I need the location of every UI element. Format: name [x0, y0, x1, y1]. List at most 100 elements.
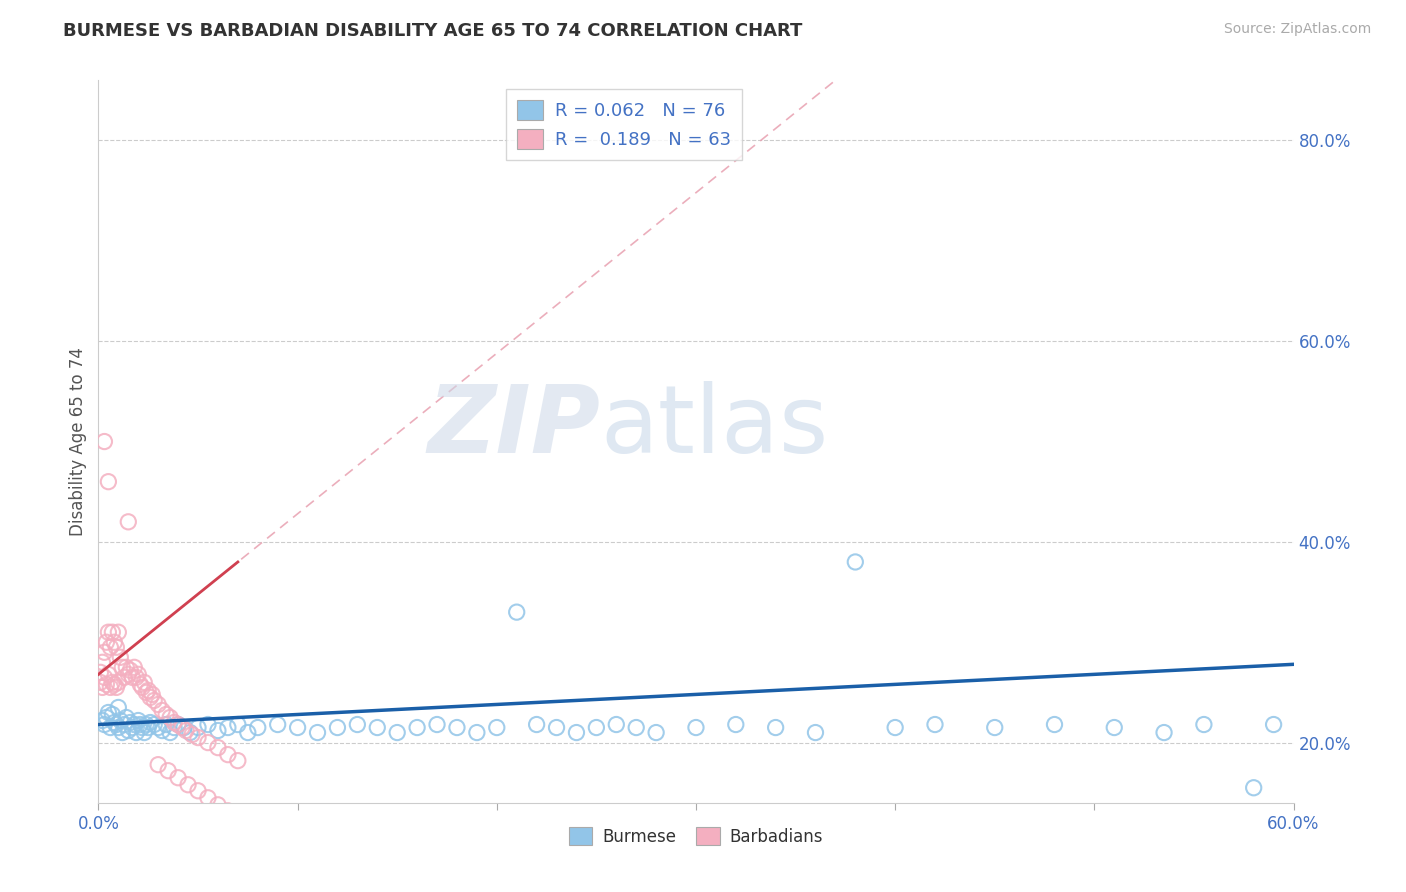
Point — [446, 721, 468, 735]
Point — [105, 681, 128, 695]
Point — [197, 790, 219, 805]
Point — [197, 717, 219, 731]
Point — [117, 515, 139, 529]
Point — [565, 725, 588, 739]
Point — [98, 640, 122, 655]
Point — [101, 707, 124, 722]
Point — [96, 677, 118, 691]
Point — [645, 725, 668, 739]
Point — [93, 717, 115, 731]
Point — [984, 721, 1007, 735]
Point — [141, 687, 163, 701]
Point — [226, 754, 249, 768]
Point — [120, 664, 142, 678]
Point — [110, 714, 132, 728]
Point — [107, 721, 129, 735]
Point — [111, 725, 134, 739]
Point — [924, 717, 946, 731]
Point — [207, 740, 229, 755]
Point — [98, 721, 122, 735]
Point — [131, 681, 153, 695]
Point — [197, 735, 219, 749]
Point — [207, 723, 229, 738]
Point — [150, 703, 173, 717]
Point — [135, 685, 157, 699]
Point — [96, 635, 118, 649]
Point — [187, 784, 209, 798]
Point — [485, 721, 508, 735]
Point — [134, 675, 156, 690]
Point — [626, 721, 648, 735]
Point — [884, 721, 907, 735]
Point — [167, 717, 190, 731]
Point — [173, 721, 195, 735]
Point — [127, 667, 149, 681]
Legend: Burmese, Barbadians: Burmese, Barbadians — [562, 821, 830, 852]
Point — [93, 670, 115, 684]
Point — [187, 721, 209, 735]
Point — [103, 635, 125, 649]
Point — [236, 725, 259, 739]
Point — [426, 717, 449, 731]
Point — [91, 655, 114, 669]
Point — [246, 721, 269, 735]
Point — [179, 725, 201, 739]
Point — [97, 667, 120, 681]
Text: atlas: atlas — [600, 381, 828, 473]
Point — [172, 721, 194, 735]
Point — [121, 721, 143, 735]
Text: Source: ZipAtlas.com: Source: ZipAtlas.com — [1223, 22, 1371, 37]
Point — [217, 747, 239, 762]
Point — [107, 625, 129, 640]
Point — [155, 707, 177, 722]
Point — [148, 757, 170, 772]
Point — [134, 725, 156, 739]
Point — [465, 725, 488, 739]
Point — [546, 721, 568, 735]
Point — [117, 667, 139, 681]
Point — [1043, 717, 1066, 731]
Text: ZIP: ZIP — [427, 381, 600, 473]
Point — [117, 723, 139, 738]
Point — [207, 797, 229, 812]
Point — [129, 677, 152, 691]
Point — [159, 710, 181, 724]
Point — [217, 721, 239, 735]
Point — [246, 824, 269, 838]
Point — [1243, 780, 1265, 795]
Point — [124, 660, 146, 674]
Point — [91, 681, 114, 695]
Point — [129, 717, 152, 731]
Point — [143, 693, 166, 707]
Point — [605, 717, 627, 731]
Point — [148, 721, 170, 735]
Point — [287, 721, 309, 735]
Point — [585, 721, 607, 735]
Point — [163, 721, 186, 735]
Point — [1104, 721, 1126, 735]
Text: BURMESE VS BARBADIAN DISABILITY AGE 65 TO 74 CORRELATION CHART: BURMESE VS BARBADIAN DISABILITY AGE 65 T… — [63, 22, 803, 40]
Point — [174, 723, 197, 738]
Point — [98, 681, 122, 695]
Point — [103, 677, 125, 691]
Point — [139, 715, 162, 730]
Point — [1192, 717, 1215, 731]
Point — [139, 690, 162, 705]
Point — [506, 605, 529, 619]
Point — [101, 625, 124, 640]
Point — [111, 660, 134, 674]
Point — [167, 771, 190, 785]
Point — [91, 714, 114, 728]
Point — [125, 725, 148, 739]
Point — [93, 434, 115, 449]
Point — [120, 715, 142, 730]
Point — [112, 717, 135, 731]
Y-axis label: Disability Age 65 to 74: Disability Age 65 to 74 — [69, 347, 87, 536]
Point — [685, 721, 707, 735]
Point — [804, 725, 827, 739]
Point — [167, 717, 190, 731]
Point — [844, 555, 866, 569]
Point — [121, 670, 143, 684]
Point — [177, 778, 200, 792]
Point — [97, 625, 120, 640]
